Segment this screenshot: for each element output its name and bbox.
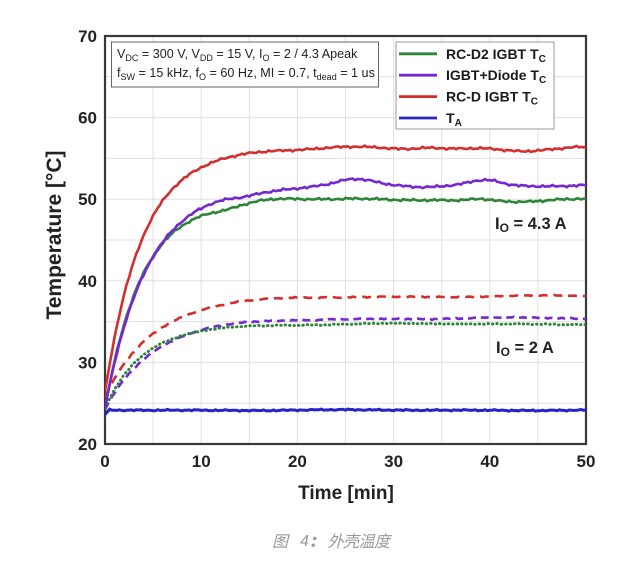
- svg-text:RC-D2 IGBT TC: RC-D2 IGBT TC: [446, 46, 546, 65]
- svg-text:4: 4: [300, 533, 309, 550]
- svg-text:RC-D IGBT TC: RC-D IGBT TC: [446, 89, 538, 108]
- svg-text:10: 10: [192, 452, 211, 471]
- svg-text:Temperature [°C]: Temperature [°C]: [43, 150, 66, 319]
- svg-text:IGBT+Diode TC: IGBT+Diode TC: [446, 67, 546, 86]
- svg-text:50: 50: [577, 452, 596, 471]
- svg-text:30: 30: [384, 452, 403, 471]
- svg-text:fSW = 15 kHz, fO = 60 Hz, MI =: fSW = 15 kHz, fO = 60 Hz, MI = 0.7, tdea…: [117, 66, 375, 82]
- svg-text:40: 40: [78, 272, 97, 291]
- svg-text:50: 50: [78, 190, 97, 209]
- svg-text:IO = 4.3 A: IO = 4.3 A: [495, 215, 567, 235]
- svg-text:20: 20: [288, 452, 307, 471]
- svg-text:20: 20: [78, 435, 97, 454]
- svg-text:30: 30: [78, 353, 97, 372]
- svg-text:Time [min]: Time [min]: [298, 483, 394, 504]
- svg-text:VDC = 300 V, VDD = 15 V, IO =: VDC = 300 V, VDD = 15 V, IO = 2 / 4.3 Ap…: [117, 47, 358, 63]
- svg-text:70: 70: [78, 27, 97, 46]
- svg-text:IO = 2 A: IO = 2 A: [496, 339, 554, 359]
- svg-text:60: 60: [78, 109, 97, 128]
- svg-text:40: 40: [480, 452, 499, 471]
- svg-text:0: 0: [100, 452, 109, 471]
